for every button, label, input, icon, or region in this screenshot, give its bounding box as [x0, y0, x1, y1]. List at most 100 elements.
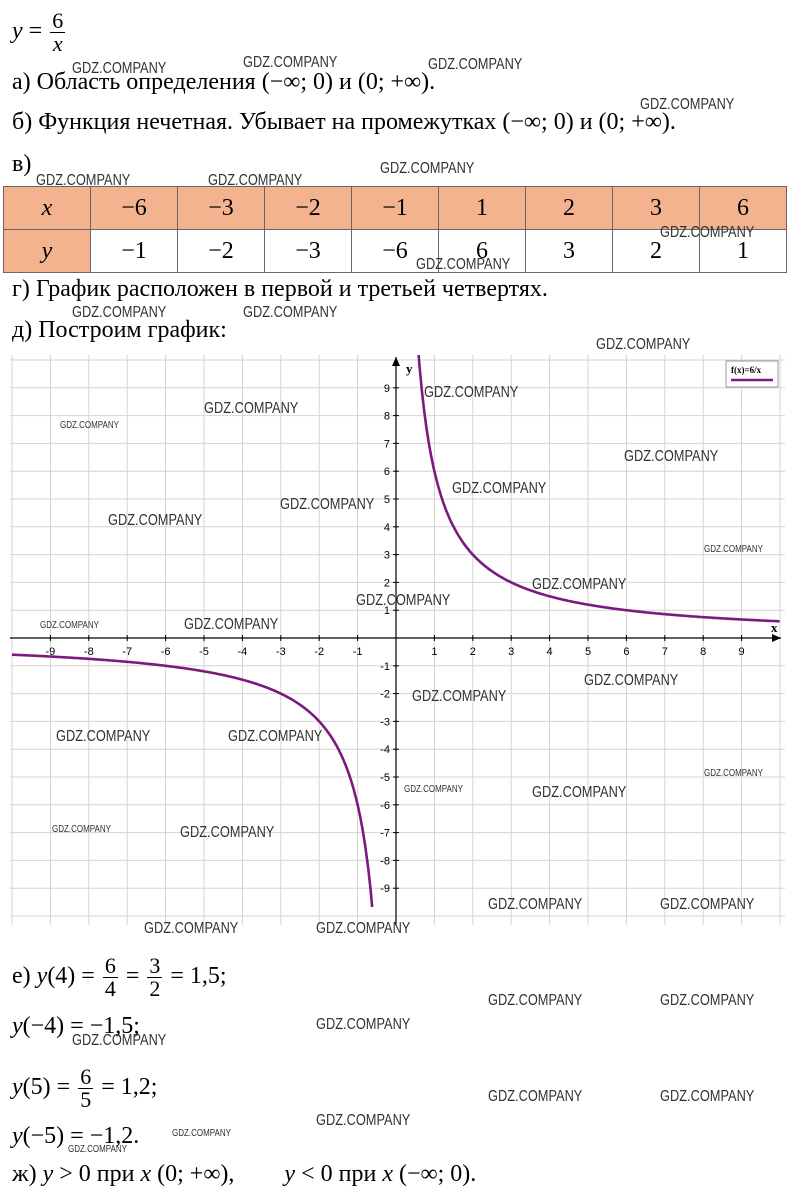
e2-fn: y: [12, 1013, 23, 1039]
watermark: GDZ.COMPANY: [180, 824, 275, 841]
item-a: а) Область определения (−∞; 0) и (0; +∞)…: [12, 69, 436, 95]
watermark: GDZ.COMPANY: [316, 1016, 411, 1033]
item-v: в): [12, 151, 32, 177]
watermark: GDZ.COMPANY: [172, 1128, 231, 1139]
legend-box: [725, 360, 779, 388]
x-tick-label: -1: [353, 646, 363, 658]
table-cell: −6: [90, 186, 178, 230]
watermark: GDZ.COMPANY: [416, 256, 511, 273]
e1-num2: 3: [147, 953, 163, 978]
zh-prefix: ж): [12, 1161, 43, 1187]
tick-labels: -9 -8 -7 -6 -5 -4 -3 -2 -1 1 2 3 4 5 6 7 8 9 9 8 7 6 5 4 3 2 1 -1 -2…: [46, 383, 745, 895]
zh-x1: x: [140, 1161, 152, 1187]
table-cell: 3: [525, 229, 613, 273]
x-tick-label: -9: [46, 646, 56, 658]
x-tick-label: 1: [431, 646, 437, 658]
e3-num: 6: [78, 1064, 94, 1089]
zh-y2: y: [284, 1161, 296, 1187]
watermark: GDZ.COMPANY: [280, 496, 375, 513]
y-tick-label: -3: [380, 716, 390, 728]
watermark: GDZ.COMPANY: [424, 384, 519, 401]
watermark: GDZ.COMPANY: [144, 920, 239, 937]
table-cell: −1: [351, 186, 439, 230]
watermark: GDZ.COMPANY: [488, 1088, 583, 1105]
watermark: GDZ.COMPANY: [452, 480, 547, 497]
table-cell: 1: [699, 229, 787, 273]
y-tick-label: 1: [384, 605, 390, 617]
x-tick-label: 2: [470, 646, 476, 658]
watermark: GDZ.COMPANY: [108, 512, 203, 529]
watermark: GDZ.COMPANY: [660, 896, 755, 913]
zh-m2: < 0 при: [295, 1161, 383, 1187]
table-cell: −2: [264, 186, 352, 230]
e3-den: 5: [80, 1087, 92, 1112]
table-header-x: x: [3, 186, 91, 230]
watermark: GDZ.COMPANY: [184, 616, 279, 633]
watermark: GDZ.COMPANY: [60, 420, 119, 431]
watermark: GDZ.COMPANY: [52, 824, 111, 835]
y-tick-label: 8: [384, 411, 390, 423]
watermark: GDZ.COMPANY: [356, 592, 451, 609]
table-row-x: x −6 −3 −2 −1 1 2 3 6: [3, 186, 787, 230]
watermark: GDZ.COMPANY: [640, 96, 735, 113]
zh-x2: x: [382, 1161, 393, 1187]
zh-r2: (−∞; 0).: [392, 1161, 477, 1187]
watermark: GDZ.COMPANY: [228, 728, 323, 745]
y-tick-label: 9: [384, 383, 390, 395]
x-tick-label: -2: [314, 646, 324, 658]
table-cell: 6: [699, 186, 787, 230]
x-tick-label: 3: [508, 646, 514, 658]
e1-num1: 6: [102, 953, 118, 978]
item-d: д) Построим график:: [12, 317, 227, 343]
item-b: б) Функция нечетная. Убывает на промежут…: [12, 109, 676, 135]
table-cell: −1: [90, 229, 178, 273]
x-tick-label: 5: [585, 646, 591, 658]
legend-label: f(x)=6/x: [731, 365, 762, 375]
watermark: GDZ.COMPANY: [704, 768, 763, 779]
x-tick-label: 8: [700, 646, 706, 658]
legend: f(x)=6/x: [725, 360, 779, 388]
zh-r1: (0; +∞),: [151, 1161, 235, 1187]
x-tick-label: 9: [739, 646, 745, 658]
table-cell: −3: [264, 229, 352, 273]
y-tick-label: 2: [384, 577, 390, 589]
watermark: GDZ.COMPANY: [660, 992, 755, 1009]
table-cell: 3: [612, 186, 700, 230]
watermark: GDZ.COMPANY: [316, 920, 411, 937]
watermark: GDZ.COMPANY: [404, 784, 463, 795]
e1-tail: = 1,5;: [164, 963, 227, 990]
watermark: GDZ.COMPANY: [584, 672, 679, 689]
x-axis-arrow: [772, 634, 781, 642]
table-cell: −3: [177, 186, 265, 230]
watermark: GDZ.COMPANY: [488, 992, 583, 1009]
watermark: GDZ.COMPANY: [72, 60, 167, 77]
x-tick-label: -7: [122, 646, 132, 658]
e4-fn: y: [12, 1123, 23, 1149]
series-line: [12, 653, 374, 908]
e1-eq2: =: [119, 963, 146, 990]
watermark: GDZ.COMPANY: [380, 160, 475, 177]
watermark: GDZ.COMPANY: [204, 400, 299, 417]
x-tick-label: -8: [84, 646, 94, 658]
x-tick-label: 4: [547, 646, 553, 658]
item-g: г) График расположен в первой и третьей …: [12, 276, 548, 302]
x-axis-label: x: [771, 620, 778, 635]
watermark: GDZ.COMPANY: [243, 54, 338, 71]
table-header-y: y: [3, 229, 91, 273]
watermark: GDZ.COMPANY: [56, 728, 151, 745]
y-tick-label: -7: [380, 828, 390, 840]
formula-numerator: 6: [50, 8, 66, 33]
e1-fn: y: [36, 963, 48, 990]
watermark: GDZ.COMPANY: [660, 224, 755, 241]
formula: y = 6 x: [12, 10, 67, 55]
y-tick-label: -1: [380, 661, 390, 673]
function-graph: xy -9 -8 -7 -6 -5 -4 -3 -2 -1 1 2 3 4 5 6 7 8 9987654321-…: [10, 355, 785, 925]
x-tick-label: -5: [199, 646, 209, 658]
x-tick-label: 7: [662, 646, 668, 658]
e3-tail: = 1,2;: [95, 1074, 158, 1101]
watermark: GDZ.COMPANY: [40, 620, 99, 631]
formula-denominator: x: [52, 31, 63, 56]
y-tick-label: 5: [384, 494, 390, 506]
